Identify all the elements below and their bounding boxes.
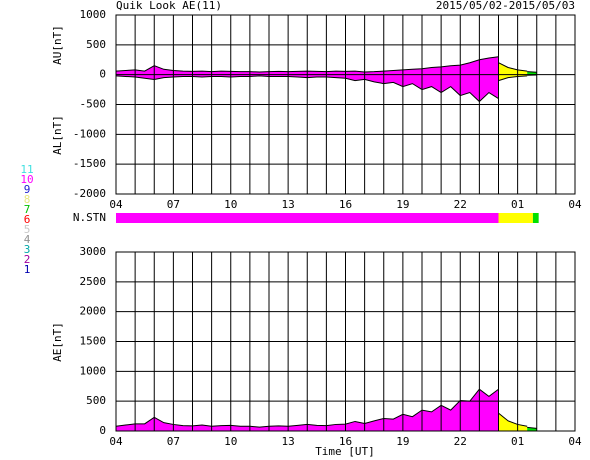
area-outline [527, 71, 537, 73]
y-tick-label: 500 [86, 394, 106, 407]
y-axis-label: AL[nT] [51, 115, 64, 155]
area-fill [498, 413, 528, 431]
area-outline [498, 412, 528, 427]
y-tick-label: -500 [80, 98, 107, 111]
x-tick-label: 16 [339, 198, 352, 211]
y-tick-label: 1500 [80, 335, 107, 348]
y-tick-label: -2000 [73, 187, 106, 200]
y-tick-label: 0 [99, 424, 106, 437]
y-axis-label: AU[nT] [51, 25, 64, 65]
y-tick-label: 3000 [80, 245, 107, 258]
legend-label: 9 [24, 183, 31, 196]
x-tick-label: 04 [568, 435, 582, 448]
x-tick-label: 10 [224, 435, 237, 448]
x-tick-label: 19 [396, 198, 409, 211]
y-tick-label: -1000 [73, 127, 106, 140]
x-tick-label: 04 [109, 435, 123, 448]
x-tick-label: 22 [454, 198, 467, 211]
x-axis-label: Time [UT] [315, 445, 375, 458]
y-axis-label: AE[nT] [51, 322, 64, 362]
y-tick-label: -1500 [73, 157, 106, 170]
legend-label: 10 [20, 173, 33, 186]
x-tick-label: 07 [167, 198, 180, 211]
y-tick-label: 2500 [80, 275, 107, 288]
y-tick-label: 0 [99, 68, 106, 81]
y-tick-label: 1000 [80, 8, 107, 21]
legend-label: 11 [20, 163, 33, 176]
date-range: 2015/05/02-2015/05/03 [436, 0, 575, 12]
x-tick-label: 04 [109, 198, 123, 211]
x-tick-label: 10 [224, 198, 237, 211]
x-tick-label: 16 [339, 435, 352, 448]
y-tick-label: 500 [86, 38, 106, 51]
x-tick-label: 04 [568, 198, 582, 211]
legend-label: 2 [24, 253, 31, 266]
x-tick-label: 01 [511, 435, 524, 448]
legend-label: 7 [24, 203, 31, 216]
x-tick-label: 01 [511, 198, 524, 211]
nstn-segment [532, 213, 539, 223]
x-tick-label: 19 [396, 435, 409, 448]
nstn-label: N.STN [73, 211, 106, 224]
legend-label: 5 [24, 223, 31, 236]
legend-label: 8 [24, 193, 31, 206]
nstn-segment [498, 213, 533, 223]
y-tick-label: 1000 [80, 364, 107, 377]
x-tick-label: 13 [282, 198, 295, 211]
legend-label: 6 [24, 213, 31, 226]
legend-label: 4 [24, 233, 31, 246]
area-fill [498, 62, 528, 75]
y-tick-label: 2000 [80, 305, 107, 318]
plot-frame [115, 251, 576, 432]
legend-label: 1 [24, 263, 31, 276]
legend-label: 3 [24, 243, 31, 256]
area-outline [498, 75, 528, 82]
x-tick-label: 13 [282, 435, 295, 448]
area-outline [527, 426, 537, 429]
x-tick-label: 07 [167, 435, 180, 448]
area-outline [498, 62, 528, 72]
plot-frame [115, 14, 576, 195]
chart-title: Quik Look AE(11) [116, 0, 222, 12]
nstn-segment [116, 213, 499, 223]
x-tick-label: 22 [454, 435, 467, 448]
